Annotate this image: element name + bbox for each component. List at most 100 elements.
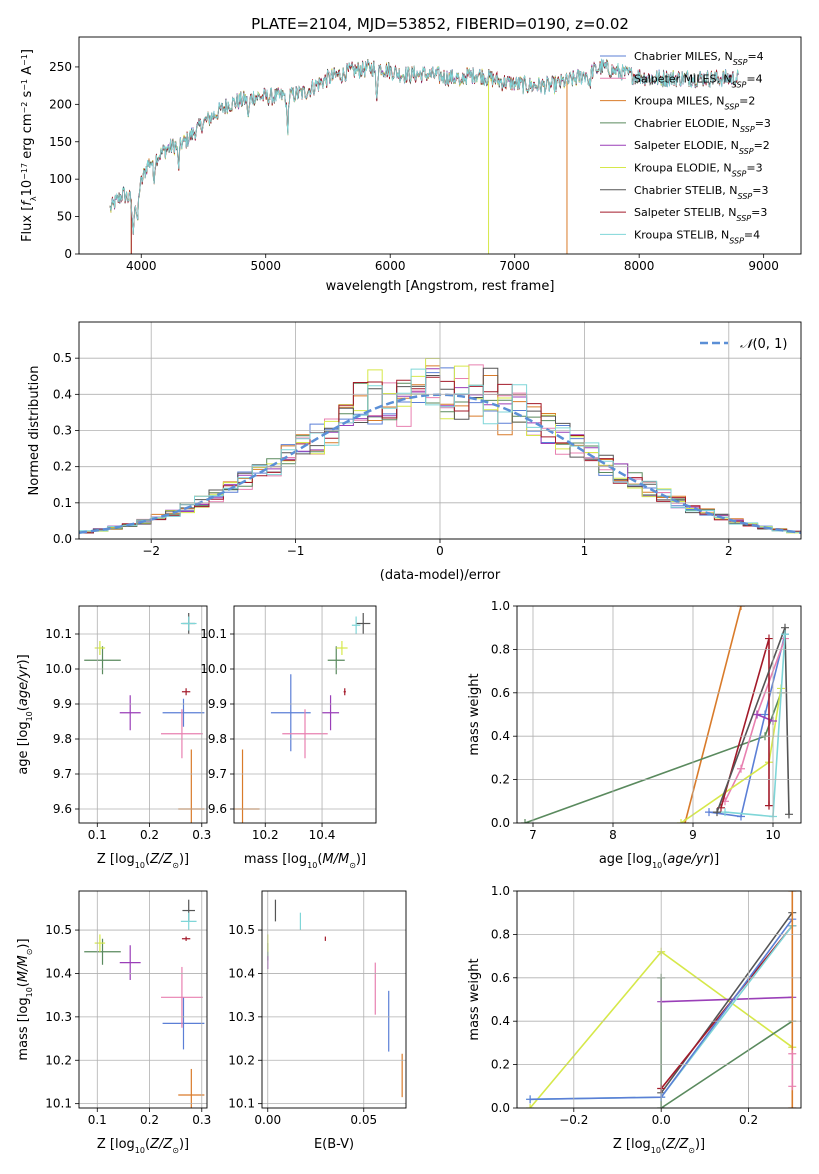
- weight-marker: [521, 819, 529, 823]
- y-axis-label: mass [log10(M/M⊙)]: [16, 938, 34, 1060]
- x-tick-label: 10.2: [252, 828, 279, 842]
- panel-residuals: −2 −1 0 1 2 0.0 0.1 0.2 0.3 0.4 0.5 (data-model)/er…: [27, 321, 802, 583]
- axes-frame: [78, 36, 802, 255]
- y-tick-label: 0.0: [53, 532, 72, 546]
- y-tick-label: 250: [49, 60, 72, 74]
- legend-entry: Salpeter MILES, NSSP=4: [634, 72, 763, 89]
- y-tick-label: 9.7: [53, 767, 72, 781]
- plot-area: [84, 899, 205, 1108]
- legend-entry: Kroupa STELIB, NSSP=4: [634, 228, 760, 245]
- weight-marker: [721, 808, 729, 817]
- y-tick-label: 10.1: [228, 1097, 255, 1111]
- y-axis-label: Flux [fλ10−17 erg cm−2 s−1 A−1]: [20, 49, 38, 242]
- y-tick-label: 10.3: [228, 1010, 255, 1024]
- x-tick-label: 9000: [748, 259, 779, 273]
- x-axis-label: E(B-V): [314, 1137, 354, 1152]
- x-tick-label: 6000: [375, 259, 406, 273]
- x-tick-label: −0.2: [559, 1113, 588, 1127]
- y-tick-label: 0.4: [491, 729, 510, 743]
- figure-title: PLATE=2104, MJD=53852, FIBERID=0190, z=0…: [251, 15, 629, 33]
- axes-frame: [516, 605, 802, 824]
- y-tick-label: 9.6: [208, 802, 227, 816]
- y-tick-label: 0.1: [53, 496, 72, 510]
- y-tick-label: 9.7: [208, 767, 227, 781]
- y-tick-label: 0.0: [491, 816, 510, 830]
- legend-entry: Salpeter STELIB, NSSP=3: [634, 206, 767, 223]
- weight-line: [661, 996, 793, 1003]
- x-tick-label: 0.0: [652, 1113, 671, 1127]
- legend-entry: 𝒩(0, 1): [740, 337, 787, 352]
- panel-age-vs-mass: 10.2 10.4 9.6 9.7 9.8 9.9 10.0 10.1 mass [log10(…: [200, 605, 377, 870]
- weight-marker: [705, 808, 713, 817]
- y-tick-label: 0.0: [491, 1101, 510, 1115]
- x-tick-label: 0.1: [88, 1113, 107, 1127]
- y-tick-label: 9.8: [208, 732, 227, 746]
- y-axis-label: mass weight: [467, 673, 482, 755]
- axes-frame: [78, 321, 802, 540]
- weight-marker: [526, 1095, 535, 1104]
- histogram-chabrier-miles: [79, 367, 801, 535]
- weight-marker: [788, 891, 797, 895]
- y-axis-label: Normed distribution: [27, 366, 42, 496]
- x-tick-label: −2: [142, 544, 160, 558]
- y-tick-label: 10.3: [45, 1010, 72, 1024]
- y-tick-label: 1.0: [491, 599, 510, 613]
- x-tick-label: 0.00: [254, 1113, 281, 1127]
- weight-line: [660, 912, 793, 1094]
- weight-marker: [765, 801, 773, 810]
- x-tick-label: 0.3: [192, 1113, 211, 1127]
- weight-marker: [737, 764, 745, 773]
- legend-entry: Chabrier MILES, NSSP=4: [634, 50, 764, 67]
- x-tick-label: 9: [689, 828, 697, 842]
- y-tick-label: 10.4: [45, 966, 72, 980]
- weight-marker: [737, 606, 745, 610]
- y-tick-label: 10.5: [228, 923, 255, 937]
- legend-entry: Kroupa ELODIE, NSSP=3: [634, 162, 763, 179]
- weight-line: [684, 606, 742, 823]
- x-tick-label: 1: [581, 544, 589, 558]
- y-tick-label: 9.9: [208, 697, 227, 711]
- x-tick-label: 10: [765, 828, 780, 842]
- y-tick-label: 9.8: [53, 732, 72, 746]
- x-tick-label: 8: [609, 828, 617, 842]
- weight-marker: [753, 710, 761, 719]
- y-tick-label: 10.1: [200, 627, 227, 641]
- axes-frame: [78, 890, 208, 1109]
- plot-area: [521, 606, 793, 823]
- axes-frame: [233, 605, 377, 824]
- y-tick-label: 0.8: [491, 927, 510, 941]
- y-tick-label: 1.0: [491, 884, 510, 898]
- y-tick-label: 0.2: [491, 773, 510, 787]
- x-tick-label: 0: [436, 544, 444, 558]
- y-tick-label: 10.1: [45, 1097, 72, 1111]
- weight-marker: [526, 1104, 535, 1108]
- x-tick-label: −1: [287, 544, 305, 558]
- x-tick-label: 10.4: [309, 828, 336, 842]
- weight-marker: [677, 819, 685, 823]
- y-tick-label: 0.2: [491, 1058, 510, 1072]
- x-axis-label: Z [log10(Z/Z⊙)]: [97, 1137, 189, 1155]
- x-axis-label: wavelength [Angstrom, rest frame]: [326, 279, 555, 294]
- y-tick-label: 10.0: [45, 662, 72, 676]
- x-axis-label: Z [log10(Z/Z⊙)]: [97, 852, 189, 870]
- legend-entry: Kroupa MILES, NSSP=2: [634, 95, 755, 112]
- x-tick-label: 0.2: [140, 828, 159, 842]
- y-tick-label: 0.4: [53, 387, 72, 401]
- y-tick-label: 0.6: [491, 686, 510, 700]
- legend-entry: Chabrier ELODIE, NSSP=3: [634, 117, 771, 133]
- legend-entry: Chabrier STELIB, NSSP=3: [634, 184, 768, 201]
- weight-marker: [785, 810, 793, 819]
- x-tick-label: 0.2: [140, 1113, 159, 1127]
- axes-frame: [78, 605, 208, 824]
- y-tick-label: 10.0: [200, 662, 227, 676]
- x-tick-label: 0.3: [192, 828, 211, 842]
- legend-entry: Salpeter ELODIE, NSSP=2: [634, 139, 770, 156]
- weight-line: [756, 713, 774, 722]
- y-tick-label: 0.5: [53, 351, 72, 365]
- weight-marker: [788, 1104, 797, 1108]
- x-axis-label: mass [log10(M/M⊙)]: [244, 852, 366, 870]
- y-tick-label: 0.3: [53, 424, 72, 438]
- x-axis-label: age [log10(age/yr)]: [599, 852, 719, 870]
- weight-marker: [765, 634, 773, 643]
- weight-marker: [788, 1049, 797, 1058]
